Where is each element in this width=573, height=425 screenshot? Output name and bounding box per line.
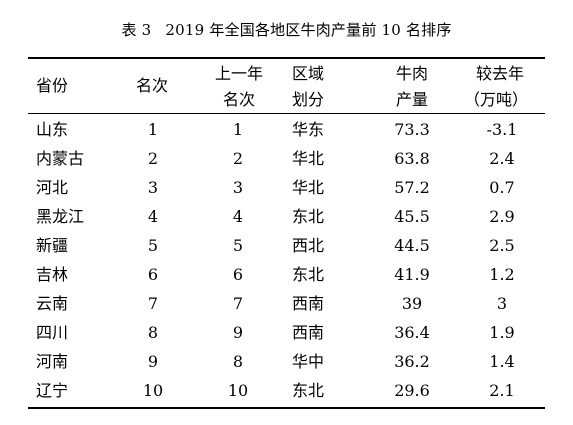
- region-cell: 华北: [292, 178, 325, 197]
- region-cell: 华中: [292, 352, 325, 371]
- region-cell: 华东: [292, 120, 325, 139]
- rank-cell: 3: [147, 178, 159, 197]
- region-cell: 华北: [292, 149, 325, 168]
- header-last-rank-line2: 名次: [223, 90, 256, 109]
- change-cell: 2.5: [489, 236, 515, 255]
- rank-cell: 2: [147, 149, 159, 168]
- last-rank-cell: 3: [232, 178, 244, 197]
- header-province: 省份: [36, 76, 69, 95]
- rank-cell: 8: [147, 323, 159, 342]
- header-last-rank-line1: 上一年: [215, 64, 264, 83]
- region-cell: 西南: [292, 294, 325, 313]
- change-cell: 2.4: [489, 149, 515, 168]
- change-cell: 0.7: [489, 178, 515, 197]
- header-change-line1: 较去年: [476, 64, 525, 83]
- last-rank-cell: 9: [232, 323, 244, 342]
- header-production-line2: 产量: [396, 90, 429, 109]
- province-cell: 吉林: [36, 265, 69, 284]
- header-rank: 名次: [136, 76, 169, 95]
- change-cell: 1.2: [489, 265, 515, 284]
- region-cell: 西北: [292, 236, 325, 255]
- rank-cell: 6: [147, 265, 159, 284]
- province-cell: 辽宁: [36, 381, 69, 400]
- last-rank-cell: 10: [227, 381, 249, 400]
- change-cell: 1.4: [489, 352, 515, 371]
- province-cell: 内蒙古: [36, 149, 85, 168]
- change-cell: 2.1: [489, 381, 515, 400]
- header-production-line1: 牛肉: [396, 64, 429, 83]
- production-cell: 36.4: [394, 323, 430, 342]
- last-rank-cell: 6: [232, 265, 244, 284]
- region-cell: 东北: [292, 265, 325, 284]
- table-top-rule: [28, 57, 545, 59]
- last-rank-cell: 8: [232, 352, 244, 371]
- change-cell: 1.9: [489, 323, 515, 342]
- province-cell: 河南: [36, 352, 69, 371]
- rank-cell: 7: [147, 294, 159, 313]
- table-number: 表 3: [121, 21, 152, 39]
- production-cell: 29.6: [394, 381, 430, 400]
- production-cell: 73.3: [394, 120, 430, 139]
- production-cell: 44.5: [394, 236, 430, 255]
- province-cell: 云南: [36, 294, 69, 313]
- province-cell: 山东: [36, 120, 69, 139]
- production-cell: 39: [401, 294, 423, 313]
- production-cell: 41.9: [394, 265, 430, 284]
- region-cell: 东北: [292, 207, 325, 226]
- rank-cell: 10: [142, 381, 164, 400]
- table-bottom-rule: [28, 407, 545, 409]
- province-cell: 河北: [36, 178, 69, 197]
- rank-cell: 1: [147, 120, 159, 139]
- header-region-line1: 区域: [292, 64, 325, 83]
- production-cell: 45.5: [394, 207, 430, 226]
- last-rank-cell: 1: [232, 120, 244, 139]
- last-rank-cell: 4: [232, 207, 244, 226]
- production-cell: 36.2: [394, 352, 430, 371]
- table-caption: 2019 年全国各地区牛肉产量前 10 名排序: [165, 21, 452, 39]
- last-rank-cell: 2: [232, 149, 244, 168]
- change-cell: 3: [496, 294, 508, 313]
- province-cell: 新疆: [36, 236, 69, 255]
- rank-cell: 9: [147, 352, 159, 371]
- table-header-rule: [28, 113, 545, 114]
- production-cell: 57.2: [394, 178, 430, 197]
- production-cell: 63.8: [394, 149, 430, 168]
- change-cell: -3.1: [486, 120, 518, 139]
- region-cell: 西南: [292, 323, 325, 342]
- table-title: 表 3 2019 年全国各地区牛肉产量前 10 名排序: [0, 19, 573, 40]
- last-rank-cell: 7: [232, 294, 244, 313]
- header-region-line2: 划分: [292, 90, 325, 109]
- rank-cell: 4: [147, 207, 159, 226]
- province-cell: 四川: [36, 323, 69, 342]
- change-cell: 2.9: [489, 207, 515, 226]
- rank-cell: 5: [147, 236, 159, 255]
- region-cell: 东北: [292, 381, 325, 400]
- province-cell: 黑龙江: [36, 207, 85, 226]
- last-rank-cell: 5: [232, 236, 244, 255]
- header-change-line2: （万吨）: [464, 90, 529, 109]
